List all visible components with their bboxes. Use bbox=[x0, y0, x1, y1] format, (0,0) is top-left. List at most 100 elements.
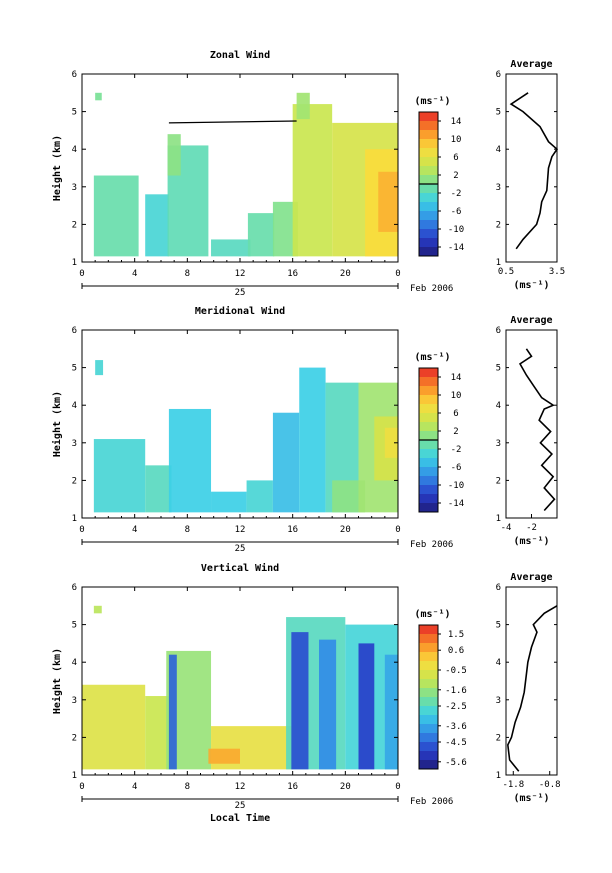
colorbar-segment bbox=[419, 485, 438, 495]
average-y-tick-label: 2 bbox=[496, 220, 501, 230]
x-tick-label: 20 bbox=[340, 782, 351, 792]
y-axis-label: Height (km) bbox=[51, 648, 63, 714]
y-tick-label: 6 bbox=[72, 583, 77, 593]
y-tick-label: 2 bbox=[72, 220, 77, 230]
average-title: Average bbox=[510, 572, 552, 583]
data-cell bbox=[93, 439, 146, 513]
x-tick-label: 8 bbox=[185, 269, 190, 279]
colorbar-segment bbox=[419, 193, 438, 203]
x-tick-label: 4 bbox=[132, 269, 137, 279]
average-y-tick-label: 3 bbox=[496, 439, 501, 449]
data-line bbox=[168, 120, 297, 124]
date-label: Feb 2006 bbox=[410, 797, 453, 807]
data-cell bbox=[82, 684, 146, 770]
colorbar-segment bbox=[419, 449, 438, 459]
x-tick-label: 16 bbox=[287, 269, 298, 279]
x-tick-label: 12 bbox=[235, 782, 246, 792]
data-cell bbox=[95, 360, 104, 376]
average-x-tick-label: -1.8 bbox=[502, 780, 524, 790]
colorbar-label: -14 bbox=[448, 243, 464, 253]
colorbar-segment bbox=[419, 211, 438, 221]
date-label: Feb 2006 bbox=[410, 540, 453, 550]
date-tick-label: 25 bbox=[235, 544, 246, 554]
data-cell bbox=[93, 175, 139, 257]
colorbar-label: 6 bbox=[453, 153, 458, 163]
y-tick-label: 3 bbox=[72, 183, 77, 193]
average-x-tick-label: -0.8 bbox=[539, 780, 561, 790]
data-cell bbox=[168, 408, 212, 513]
average-title: Average bbox=[510, 315, 552, 326]
colorbar-label: -14 bbox=[448, 499, 464, 509]
x-tick-label: 8 bbox=[185, 782, 190, 792]
x-tick-label: 12 bbox=[235, 269, 246, 279]
data-cell bbox=[272, 412, 300, 513]
x-tick-label: 20 bbox=[340, 269, 351, 279]
colorbar-label: -0.5 bbox=[445, 666, 467, 676]
colorbar-segment bbox=[419, 733, 438, 743]
x-axis-label: Local Time bbox=[210, 812, 270, 824]
x-tick-label: 12 bbox=[235, 525, 246, 535]
colorbar-segment bbox=[419, 413, 438, 423]
colorbar-segment bbox=[419, 175, 438, 185]
y-tick-label: 2 bbox=[72, 733, 77, 743]
date-tick-label: 25 bbox=[235, 801, 246, 811]
data-cell bbox=[95, 92, 102, 101]
data-cell bbox=[378, 171, 398, 232]
average-y-tick-label: 2 bbox=[496, 476, 501, 486]
colorbar-segment bbox=[419, 751, 438, 761]
x-tick-label: 0 bbox=[395, 782, 400, 792]
colorbar-segment bbox=[419, 697, 438, 707]
colorbar-segment bbox=[419, 377, 438, 387]
data-cell bbox=[211, 491, 247, 513]
colorbar-segment bbox=[419, 395, 438, 405]
data-cell bbox=[168, 654, 177, 770]
colorbar-label: -10 bbox=[448, 481, 464, 491]
data-cell bbox=[247, 213, 275, 257]
average-frame bbox=[505, 586, 558, 776]
colorbar-segment bbox=[419, 652, 438, 662]
data-cell bbox=[145, 194, 169, 257]
average-y-tick-label: 6 bbox=[496, 326, 501, 336]
average-y-tick-label: 1 bbox=[496, 258, 501, 268]
average-y-tick-label: 6 bbox=[496, 70, 501, 80]
colorbar-unit: (ms⁻¹) bbox=[414, 609, 450, 620]
colorbar-segment bbox=[419, 476, 438, 486]
date-tick-label: 25 bbox=[235, 288, 246, 298]
panel-title: Meridional Wind bbox=[195, 305, 285, 317]
panel-title: Zonal Wind bbox=[210, 49, 270, 61]
data-cell bbox=[208, 748, 240, 764]
data-cell bbox=[145, 696, 169, 770]
colorbar-unit: (ms⁻¹) bbox=[414, 352, 450, 363]
colorbar-segment bbox=[419, 688, 438, 698]
colorbar-segment bbox=[419, 634, 438, 644]
colorbar-segment bbox=[419, 112, 438, 122]
colorbar-segment bbox=[419, 467, 438, 477]
data-cell bbox=[384, 654, 398, 770]
average-y-tick-label: 1 bbox=[496, 771, 501, 781]
average-y-tick-label: 5 bbox=[496, 364, 501, 374]
colorbar-label: -6 bbox=[451, 207, 462, 217]
average-y-tick-label: 5 bbox=[496, 108, 501, 118]
colorbar-segment bbox=[419, 121, 438, 131]
x-tick-label: 0 bbox=[79, 782, 84, 792]
x-tick-label: 20 bbox=[340, 525, 351, 535]
colorbar-segment bbox=[419, 368, 438, 378]
y-tick-label: 5 bbox=[72, 364, 77, 374]
colorbar-label: -3.6 bbox=[445, 722, 467, 732]
colorbar-label: -5.6 bbox=[445, 758, 467, 768]
data-cell bbox=[299, 367, 326, 513]
colorbar-segment bbox=[419, 130, 438, 140]
data-cell bbox=[358, 643, 375, 770]
data-cell bbox=[145, 465, 172, 513]
average-y-tick-label: 1 bbox=[496, 514, 501, 524]
colorbar-unit: (ms⁻¹) bbox=[414, 96, 450, 107]
y-axis-label: Height (km) bbox=[51, 391, 63, 457]
y-tick-label: 2 bbox=[72, 476, 77, 486]
colorbar-segment bbox=[419, 238, 438, 248]
colorbar-segment bbox=[419, 422, 438, 432]
y-tick-label: 1 bbox=[72, 258, 77, 268]
colorbar-label: -2 bbox=[451, 189, 462, 199]
colorbar-segment bbox=[419, 247, 438, 257]
